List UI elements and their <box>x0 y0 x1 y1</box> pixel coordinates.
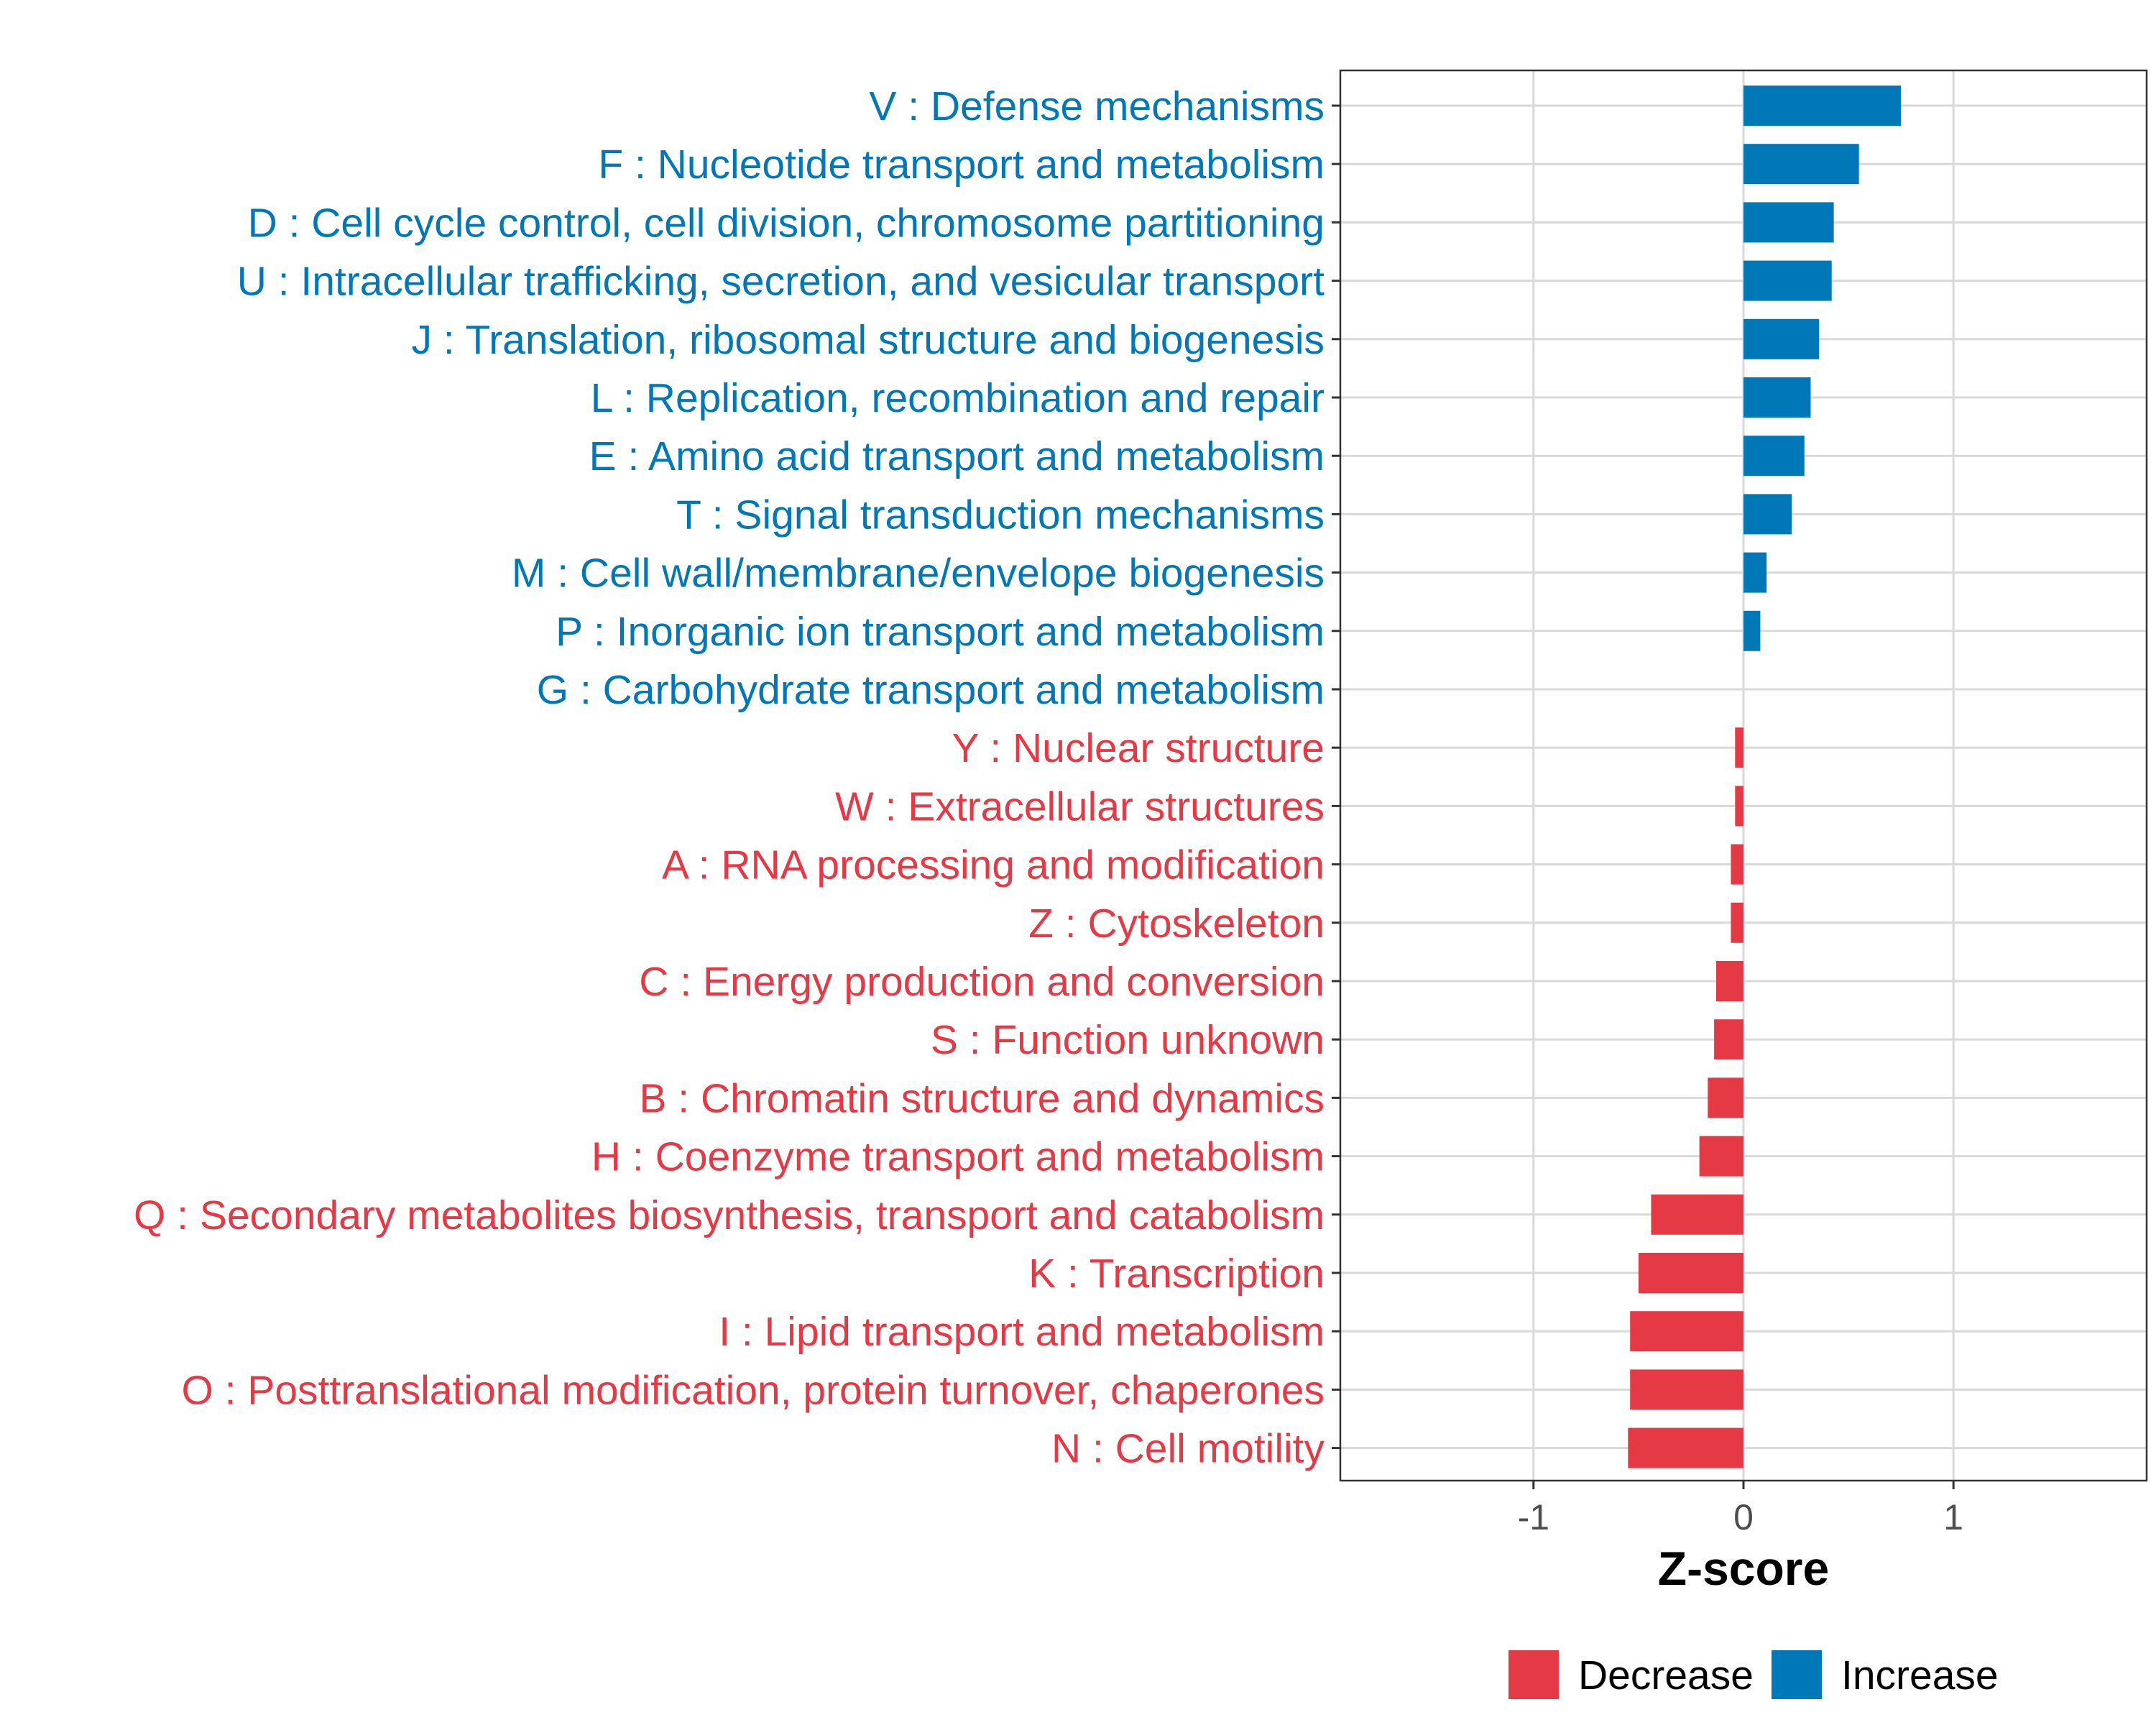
category-label: A : RNA processing and modification <box>662 842 1325 888</box>
category-label: L : Replication, recombination and repai… <box>591 375 1325 421</box>
category-label: D : Cell cycle control, cell division, c… <box>248 200 1325 246</box>
bars-layer <box>1628 86 1902 1468</box>
legend-label-decrease: Decrease <box>1578 1652 1754 1698</box>
category-label: W : Extracellular structures <box>835 783 1325 829</box>
bar <box>1699 1136 1743 1177</box>
bar <box>1743 202 1834 243</box>
y-axis-ticks <box>1332 104 1340 1450</box>
x-axis-title: Z-score <box>1658 1542 1829 1595</box>
y-axis-category-labels: V : Defense mechanisms F : Nucleotide tra… <box>134 83 1325 1472</box>
bar <box>1743 86 1902 126</box>
category-label: B : Chromatin structure and dynamics <box>639 1075 1325 1121</box>
bar <box>1743 552 1767 593</box>
x-tick-label: 0 <box>1733 1497 1754 1537</box>
category-label: N : Cell motility <box>1051 1426 1325 1472</box>
category-label: V : Defense mechanisms <box>869 83 1325 129</box>
bar <box>1651 1194 1743 1235</box>
category-label: F : Nucleotide transport and metabolism <box>598 142 1325 188</box>
bar <box>1731 902 1743 943</box>
bar <box>1743 377 1811 418</box>
bar <box>1743 144 1859 185</box>
category-label: U : Intracellular trafficking, secretion… <box>237 259 1325 305</box>
category-label: M : Cell wall/membrane/envelope biogenes… <box>512 551 1325 597</box>
bar <box>1735 727 1743 768</box>
legend-key-increase <box>1772 1650 1822 1699</box>
category-label: K : Transcription <box>1028 1251 1325 1297</box>
bar <box>1716 961 1743 1001</box>
bar <box>1714 1019 1743 1060</box>
legend: Decrease Increase <box>1508 1650 1999 1699</box>
bar <box>1743 260 1832 301</box>
category-label: E : Amino acid transport and metabolism <box>589 433 1325 479</box>
category-label: P : Inorganic ion transport and metaboli… <box>556 609 1325 655</box>
category-label: T : Signal transduction mechanisms <box>676 492 1325 538</box>
bar <box>1743 318 1820 359</box>
legend-label-increase: Increase <box>1841 1652 1999 1698</box>
category-label: G : Carbohydrate transport and metabolis… <box>537 667 1325 713</box>
bar <box>1708 1077 1743 1118</box>
x-tick-label: 1 <box>1943 1497 1963 1537</box>
bar <box>1628 1427 1743 1468</box>
bar <box>1743 436 1805 477</box>
category-label: Z : Cytoskeleton <box>1028 901 1325 947</box>
category-label: S : Function unknown <box>931 1017 1325 1063</box>
category-label: O : Posttranslational modification, prot… <box>181 1367 1325 1413</box>
category-label: Q : Secondary metabolites biosynthesis, … <box>134 1192 1325 1238</box>
category-label: I : Lipid transport and metabolism <box>719 1309 1325 1355</box>
legend-key-decrease <box>1508 1650 1559 1699</box>
category-label: C : Energy production and conversion <box>639 959 1325 1005</box>
x-axis-ticks: -1 0 1 <box>1518 1481 1963 1537</box>
x-tick-label: -1 <box>1518 1497 1549 1537</box>
category-label: J : Translation, ribosomal structure and… <box>412 317 1325 363</box>
bar <box>1731 844 1743 885</box>
bar <box>1630 1369 1743 1410</box>
bar <box>1630 1311 1743 1352</box>
category-label: Y : Nuclear structure <box>952 725 1325 771</box>
bar <box>1735 786 1743 827</box>
bar <box>1743 494 1792 535</box>
bar <box>1743 610 1761 651</box>
bar <box>1638 1253 1743 1293</box>
category-label: H : Coenzyme transport and metabolism <box>591 1134 1325 1180</box>
